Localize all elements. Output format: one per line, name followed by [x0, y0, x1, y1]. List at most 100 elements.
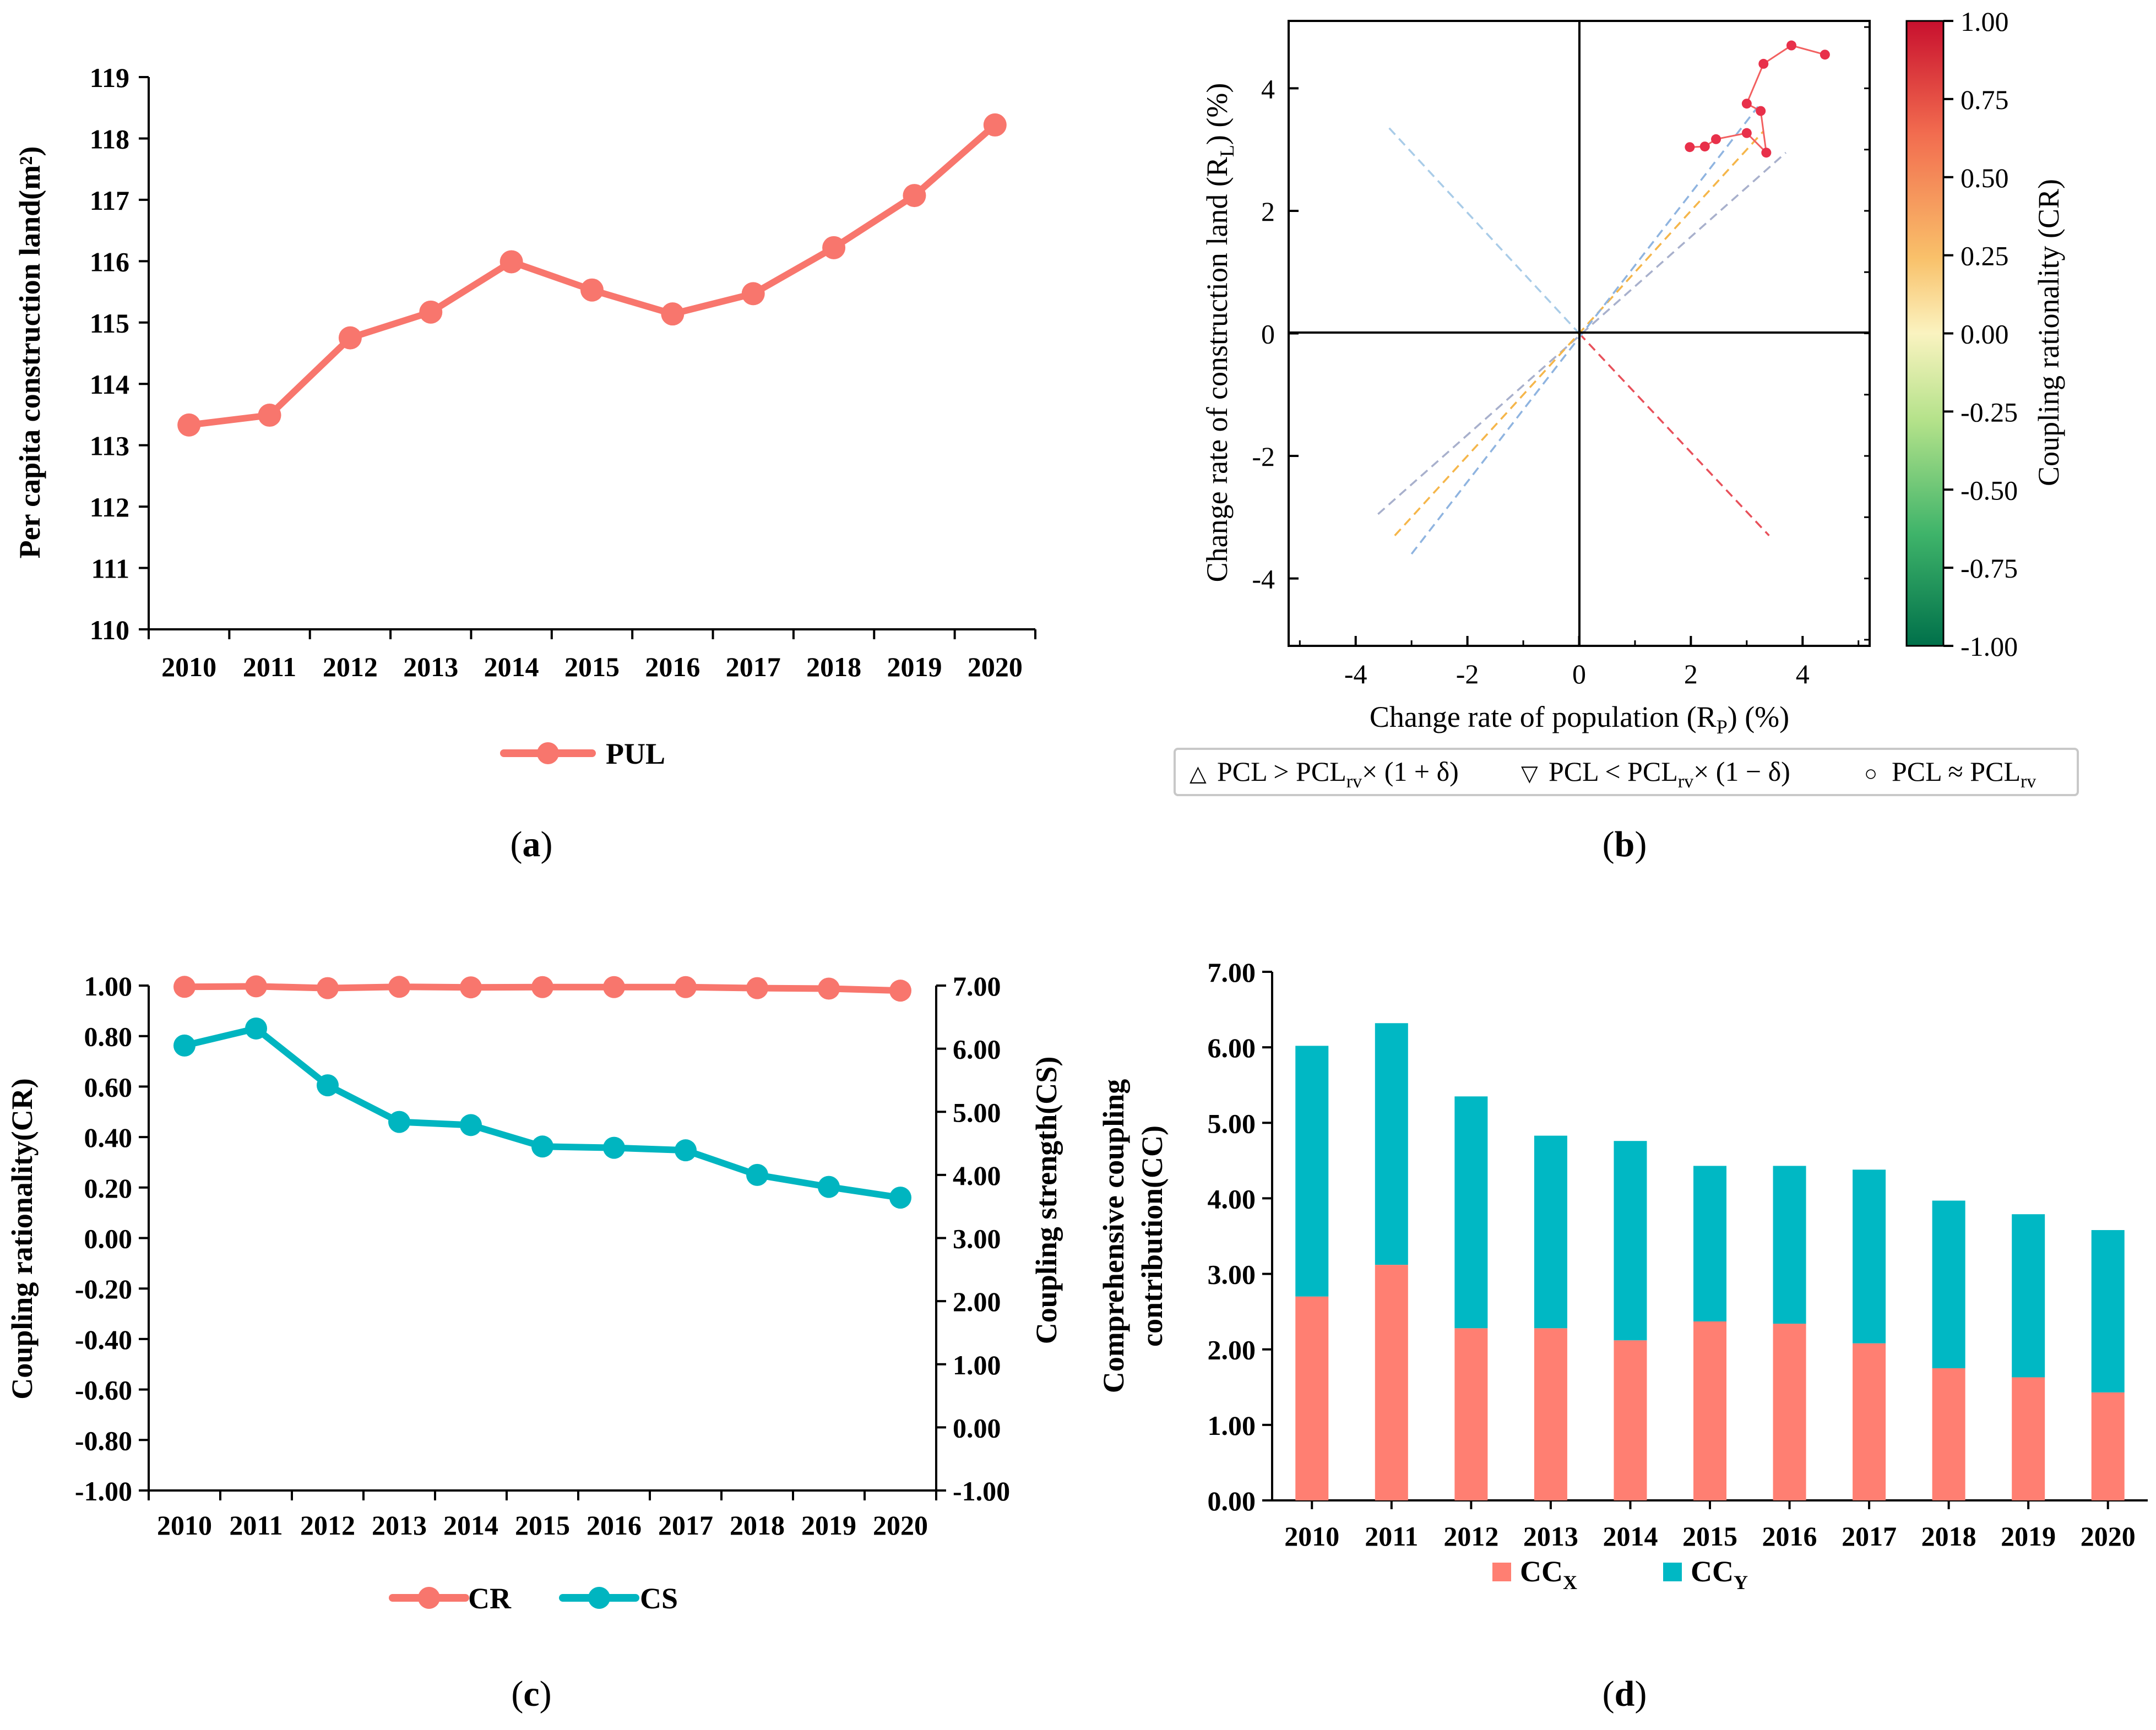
x-tick-label: 2012: [323, 651, 378, 682]
legend-swatch-ccx: [1492, 1563, 1511, 1581]
bar-ccx: [1853, 1343, 1886, 1500]
panel-b-legend: △ PCL > PCLrv× (1 + δ) ▽ PCL < PCLrv× (1 − …: [1190, 756, 2036, 792]
colorbar-tick-label: 0.75: [1961, 84, 2009, 115]
y-tick-label: 118: [90, 123, 129, 154]
x-tick-label: 2020: [873, 1510, 928, 1541]
x-tick-label: 4: [1796, 659, 1810, 689]
x-tick-label: 2: [1684, 659, 1698, 689]
data-point-cr: [889, 980, 911, 1002]
data-point-cr: [531, 976, 553, 998]
data-point: [1741, 128, 1752, 138]
left-y-tick-label: 0.40: [84, 1122, 133, 1153]
y-tick-label: -2: [1252, 441, 1275, 472]
legend-symbol: △: [1190, 761, 1207, 786]
colorbar-title: Coupling rationality (CR): [2032, 179, 2065, 486]
legend-label-ccx: CCX: [1520, 1555, 1577, 1593]
bar-ccx: [1614, 1340, 1647, 1500]
y-tick-label: 7.00: [1208, 957, 1256, 988]
data-point-cs: [531, 1135, 553, 1158]
data-point-cs: [317, 1074, 339, 1097]
colorbar-tick-label: -0.50: [1961, 475, 2018, 505]
data-point-pul: [661, 302, 685, 326]
data-point-cr: [245, 975, 267, 998]
bar-ccx: [1932, 1368, 1965, 1500]
right-y-tick-label: -1.00: [953, 1476, 1010, 1506]
x-tick-label: 2013: [372, 1510, 427, 1541]
data-point-cr: [818, 977, 840, 1000]
data-point-pul: [499, 250, 523, 274]
x-tick-label: 2018: [1921, 1521, 1976, 1552]
x-tick-label: 2015: [515, 1510, 570, 1541]
x-tick-label: 2018: [806, 651, 861, 682]
panel-d-label: (d): [1603, 1674, 1647, 1714]
data-point-cs: [675, 1139, 697, 1162]
panel-c-legend: CR CS: [389, 1582, 678, 1615]
trajectory-line: [1690, 44, 1826, 155]
panel-d-y-axis-title-line2: contribution(CC): [1136, 1125, 1169, 1347]
x-tick-label: 2012: [300, 1510, 355, 1541]
bar-ccy: [1853, 1169, 1886, 1343]
panel-b-y-axis-title: Change rate of construction land (RL) (%…: [1201, 83, 1238, 583]
colorbar-tick-label: -1.00: [1961, 631, 2018, 662]
legend-label-pul: PUL: [606, 737, 665, 770]
left-y-tick-label: 1.00: [84, 971, 133, 1002]
bar-ccy: [1773, 1166, 1806, 1324]
bar-ccy: [2012, 1214, 2045, 1378]
colorbar-gradient: [1905, 20, 1945, 647]
y-tick-label: 114: [90, 369, 129, 400]
y-tick-label: 0: [1261, 319, 1275, 350]
data-point-pul: [177, 413, 201, 437]
y-tick-label: 2: [1261, 196, 1275, 227]
y-tick-label: 4: [1261, 73, 1275, 104]
data-point: [1711, 134, 1721, 144]
data-point-pul: [822, 236, 846, 259]
left-y-tick-label: 0.00: [84, 1223, 133, 1254]
x-tick-label: 2010: [1284, 1521, 1339, 1552]
bar-ccy: [1454, 1096, 1488, 1329]
x-tick-label: 0: [1572, 659, 1586, 689]
panel-c-right-y-axis-title: Coupling strength(CS): [1030, 1057, 1063, 1345]
x-tick-label: 2020: [2081, 1521, 2136, 1552]
data-point: [1699, 142, 1710, 152]
left-y-tick-label: 0.20: [84, 1173, 133, 1204]
legend-label: PCL < PCLrv× (1 − δ): [1549, 756, 1790, 792]
x-tick-label: 2019: [2001, 1521, 2056, 1552]
colorbar-tick-label: 1.00: [1961, 6, 2009, 37]
colorbar-tick-label: 0.25: [1961, 241, 2009, 271]
data-point-cr: [388, 976, 410, 998]
colorbar-tick-label: -0.25: [1961, 396, 2018, 427]
panel-b-label: (b): [1603, 824, 1647, 864]
bar-ccx: [2012, 1377, 2045, 1500]
left-y-tick-label: 0.80: [84, 1021, 133, 1052]
panel-d-legend: CCX CCY: [1492, 1555, 1748, 1593]
data-point-cr: [746, 977, 768, 999]
bar-ccy: [1614, 1141, 1647, 1341]
left-y-tick-label: -0.20: [75, 1274, 132, 1304]
y-tick-label: 110: [90, 614, 129, 645]
data-point-pul: [419, 300, 443, 324]
right-y-tick-label: 6.00: [953, 1034, 1001, 1065]
bar-ccx: [1295, 1296, 1329, 1500]
data-point: [1758, 58, 1769, 69]
colorbar-tick-label: 0.00: [1961, 319, 2009, 350]
x-tick-label: 2010: [157, 1510, 212, 1541]
legend-swatch-ccy: [1663, 1563, 1682, 1581]
legend-symbol: ▽: [1521, 761, 1538, 786]
data-point-pul: [258, 404, 281, 427]
x-tick-label: 2014: [1603, 1521, 1658, 1552]
right-y-tick-label: 3.00: [953, 1223, 1001, 1254]
y-tick-label: 117: [90, 185, 129, 216]
data-point: [1786, 40, 1796, 51]
y-tick-label: 115: [90, 308, 129, 339]
panel-a-y-axis-title: Per capita construction land(m²): [13, 146, 46, 559]
data-point: [1741, 99, 1752, 109]
panel-a-label: (a): [511, 824, 553, 864]
x-tick-label: 2019: [887, 651, 942, 682]
legend-label-cr: CR: [468, 1582, 512, 1615]
data-point-cr: [460, 976, 482, 999]
y-tick-label: 2.00: [1208, 1335, 1256, 1365]
x-tick-label: 2013: [1523, 1521, 1578, 1552]
reference-line: [1578, 333, 1770, 536]
bar-ccx: [1534, 1328, 1567, 1500]
